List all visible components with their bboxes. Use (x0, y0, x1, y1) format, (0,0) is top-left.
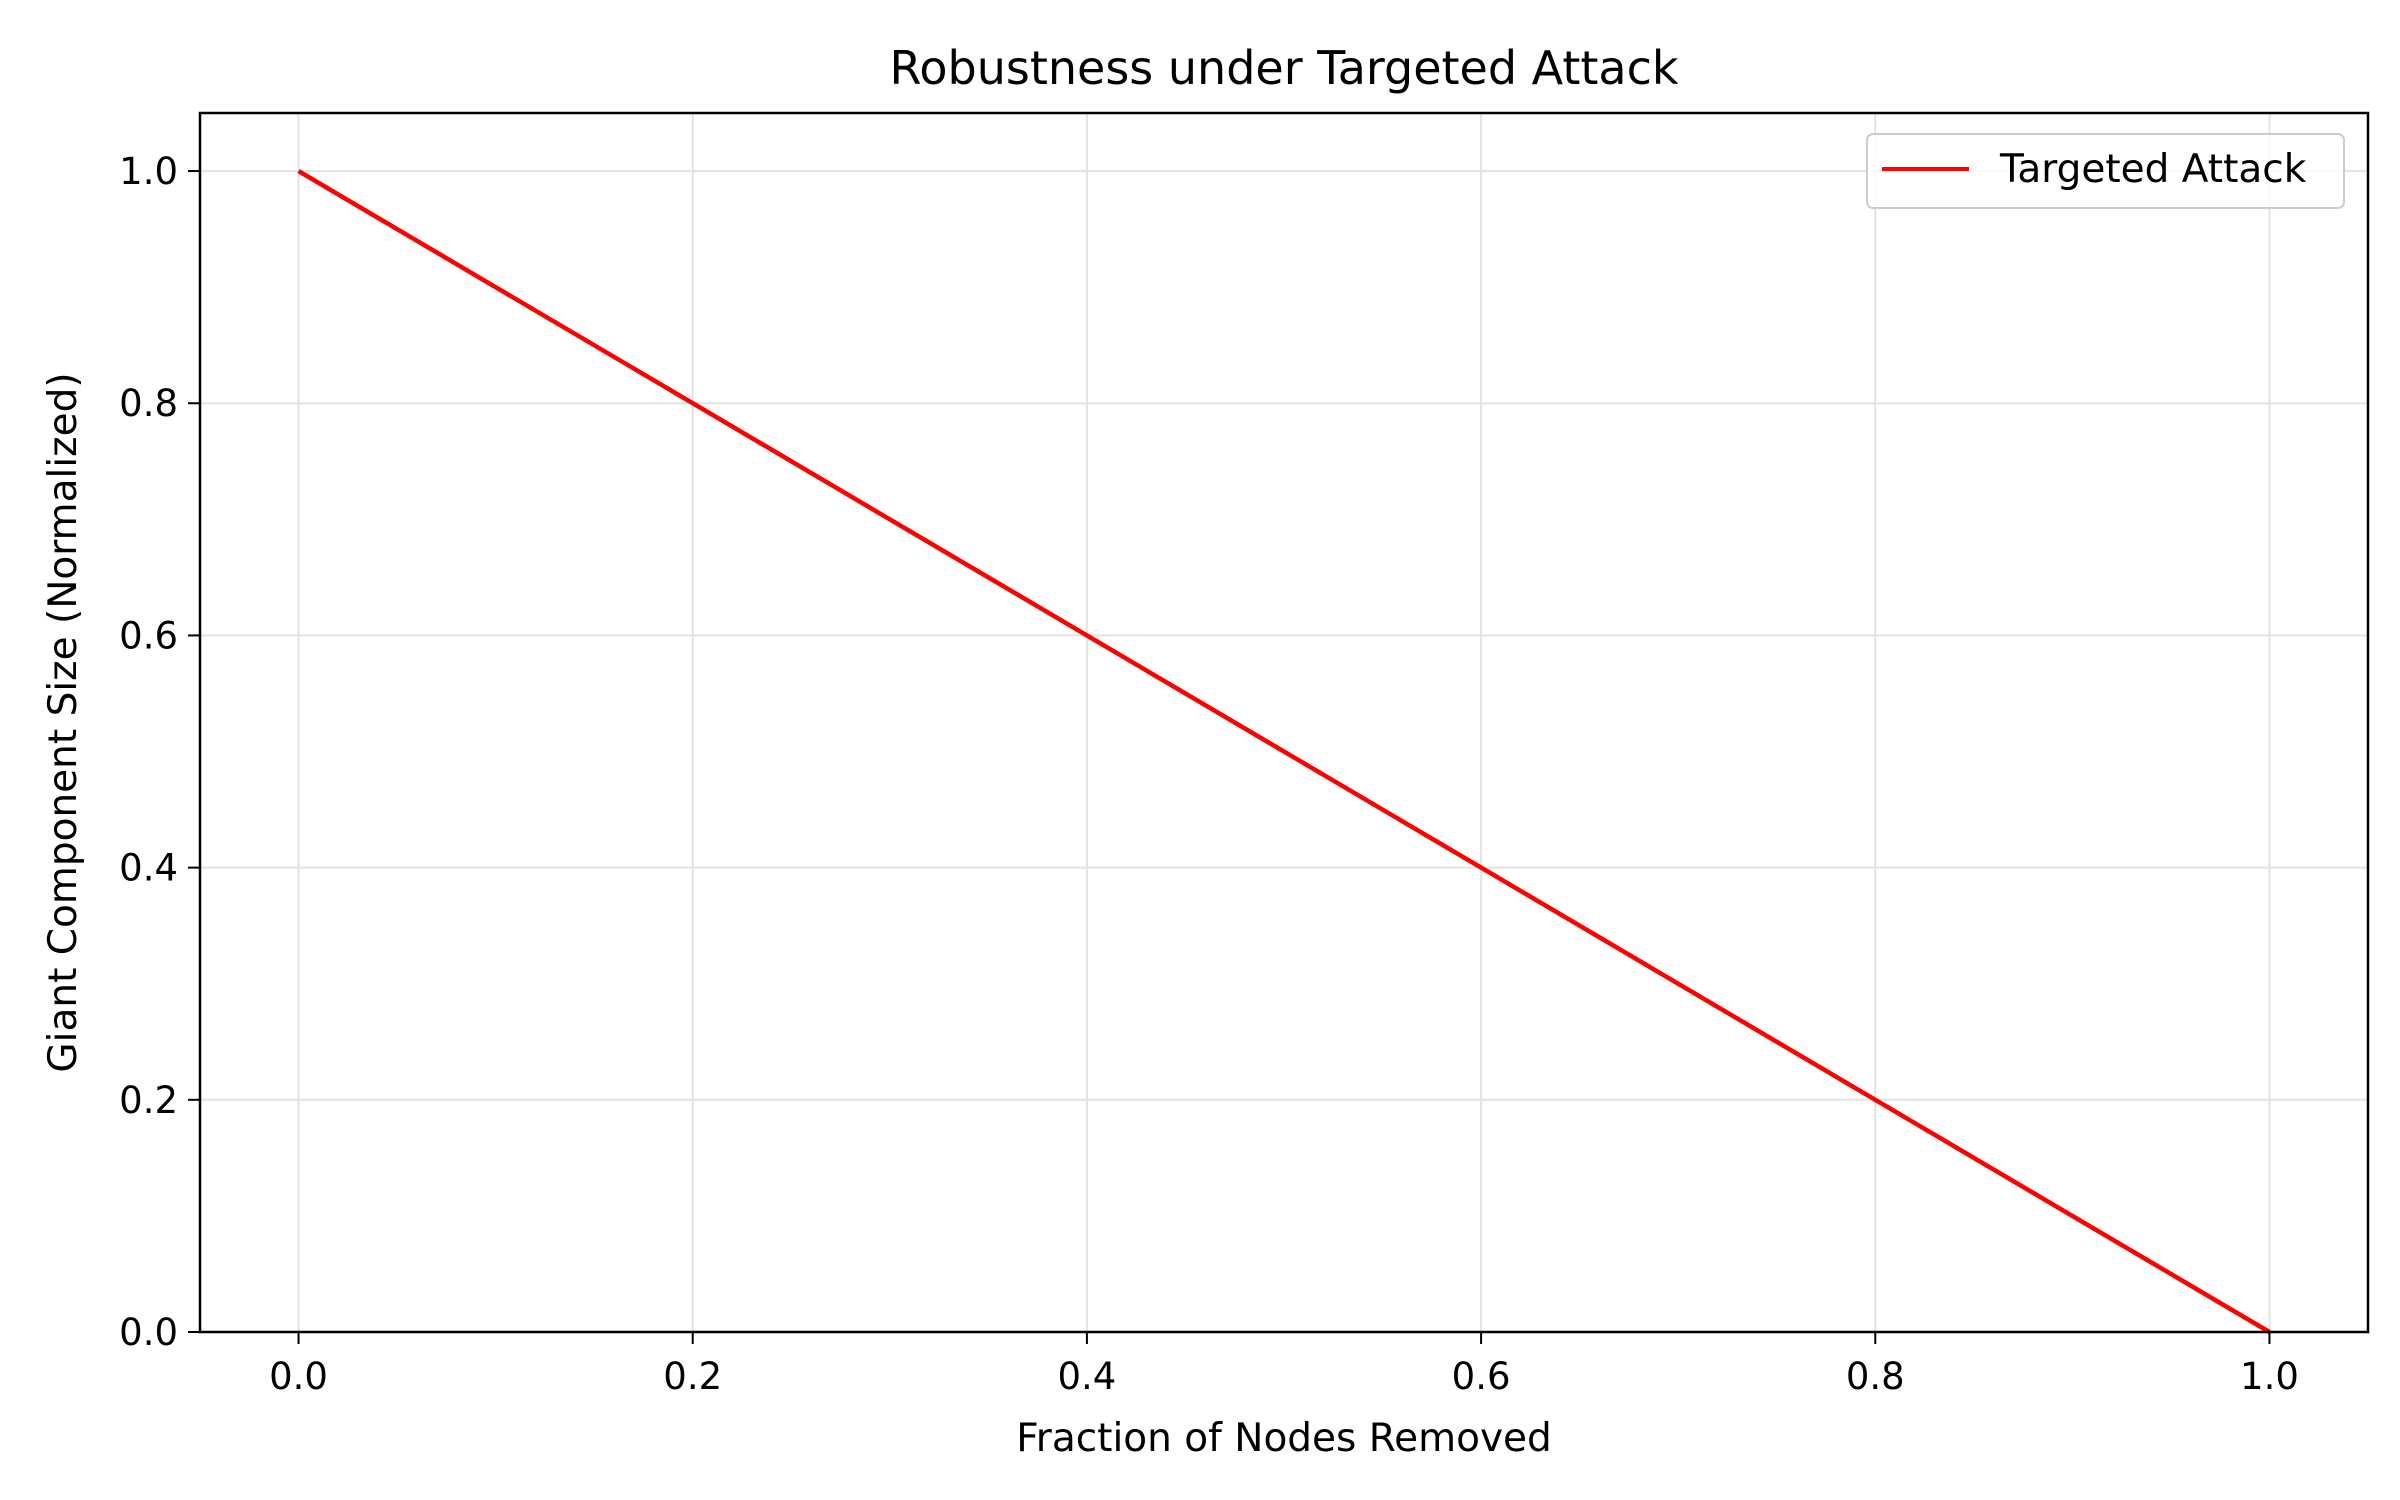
plot-area-frame (198, 111, 2370, 1334)
legend: Targeted Attack (1866, 133, 2345, 209)
y-tick-label: 0.6 (119, 614, 178, 657)
legend-box (1866, 133, 2345, 209)
chart-title: Robustness under Targeted Attack (889, 41, 1678, 95)
y-tick-label: 1.0 (119, 150, 178, 193)
y-tick-label: 0.8 (119, 382, 178, 425)
y-tick-label: 0.2 (119, 1079, 178, 1122)
x-axis-label: Fraction of Nodes Removed (1016, 1416, 1552, 1461)
x-tick-label: 0.0 (269, 1355, 328, 1398)
x-tick-label: 0.4 (1057, 1355, 1116, 1398)
series-layer (297, 169, 2271, 1334)
y-tick-label: 0.0 (119, 1311, 178, 1354)
x-tick-label: 1.0 (2240, 1355, 2299, 1398)
legend-label-targeted-attack: Targeted Attack (1999, 147, 2307, 192)
series-line-targeted-attack (297, 169, 2271, 1334)
y-tick-label: 0.4 (119, 847, 178, 890)
y-axis-label: Giant Component Size (Normalized) (41, 372, 86, 1072)
x-tick-label: 0.2 (663, 1355, 722, 1398)
x-tick-label: 0.6 (1452, 1355, 1511, 1398)
grid-lines (200, 113, 2368, 1333)
axis-ticks: 0.0 0.2 0.4 0.6 0.8 1.0 0.0 0.2 0.4 0.6 0.8 1.0 (119, 150, 2299, 1398)
x-tick-label: 0.8 (1846, 1355, 1905, 1398)
